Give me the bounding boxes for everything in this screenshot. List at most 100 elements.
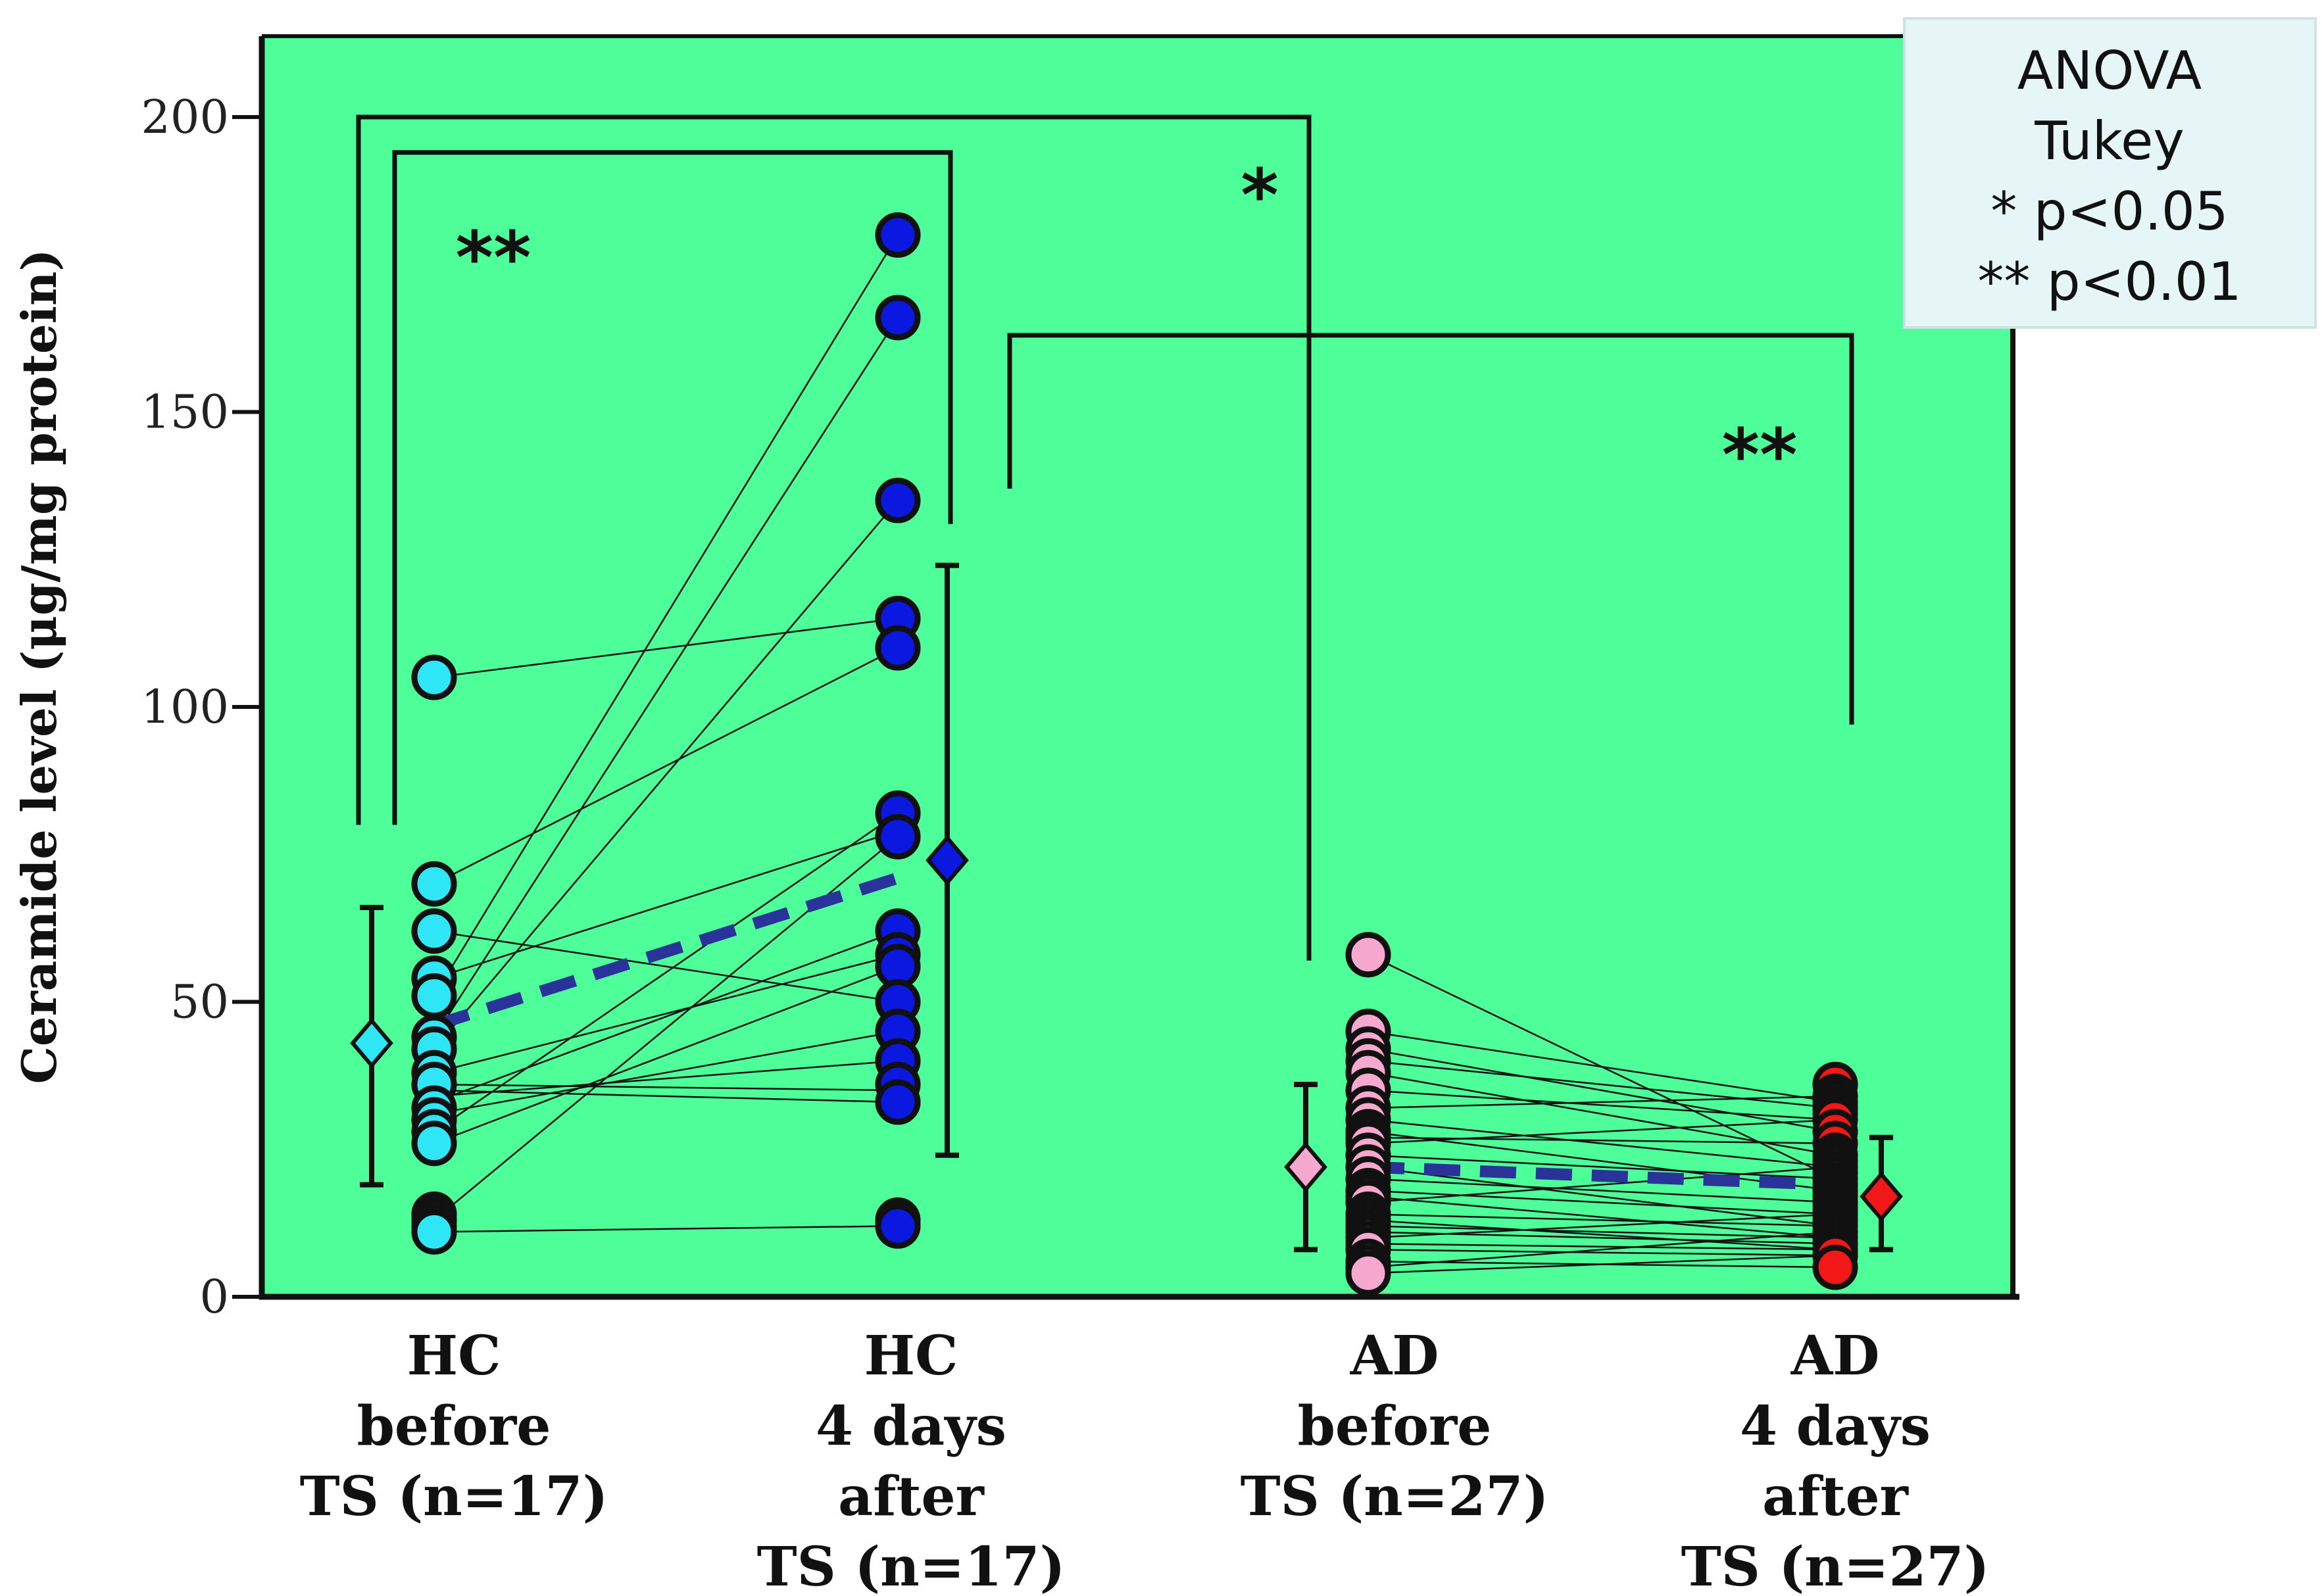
hc-pair-line [433,617,899,679]
axes: 0 50 100 150 200 [141,34,2019,1324]
labels: Ceramide level (μg/mg protein) HC before TS… [11,249,1989,1596]
x-category-label: TS (n=17) [300,1465,608,1528]
x-category-label: after [1762,1465,1909,1528]
legend-box [1903,17,2317,329]
y-tick-label: 50 [170,975,229,1029]
significance-marker: * [1241,153,1279,237]
mean-marker [1284,1142,1327,1193]
x-category-label: HC [407,1324,501,1388]
x-category-label: TS (n=27) [1241,1465,1549,1528]
data-point [875,625,921,671]
ad-pair-line [1368,1243,1836,1251]
ad-pair-line [1368,1166,1836,1227]
ad-pair-line [1368,1154,1836,1180]
hc-pair-line [433,930,899,1103]
x-category-label: HC [864,1324,958,1388]
data-point [1345,1250,1391,1296]
x-category-label: 4 days [816,1395,1006,1458]
data-point [875,477,921,523]
ad-pair-line [1368,1190,1836,1215]
legend: ANOVA Tukey * p<0.05 ** p<0.01 [1903,17,2317,329]
y-tick-label: 100 [141,680,229,734]
ad-pair-line [1368,1178,1836,1203]
x-category-label: AD [1350,1324,1439,1388]
ad-pair-line [1368,1231,1836,1269]
hc-pair-line [433,1030,899,1115]
y-tick-label: 150 [141,385,229,439]
ad-mean-line [1368,1161,1836,1191]
ad-pair-line [1368,1254,1836,1274]
bracket-hc-before-vs-ad-before [356,114,1312,961]
data-point [411,654,457,700]
ad-pair-line [1368,1089,1836,1121]
data-point [875,1203,921,1249]
ad-pair-line [1368,1095,1836,1109]
data-point [875,1079,921,1125]
ad-pair-line [1368,1219,1836,1251]
hc-pair-line [433,1083,899,1092]
data-point [411,1209,457,1255]
bracket-hc-after-vs-ad-after [1007,333,1854,725]
ad-pair-line [1368,1225,1836,1239]
hc-pair-line [433,930,899,1003]
bracket-hc-before-vs-hc-after [392,150,953,825]
mean-trend-lines [432,872,1836,1191]
data-point [411,861,457,907]
mean-marker [1860,1171,1903,1222]
ad-pair-line [1368,1119,1836,1145]
data-point [875,212,921,258]
hc-pair-line [433,234,899,997]
data-point [1812,1244,1858,1290]
x-category-label: after [838,1465,985,1528]
hc-pair-line [433,1059,899,1098]
significance-brackets: ***** [356,114,1854,961]
significance-marker: ** [1721,413,1797,497]
hc-pair-line [433,647,899,885]
paired-lines [433,234,1836,1274]
mean-marker [926,834,969,886]
ad-pair-line [1368,1213,1836,1227]
mean-marker [350,1017,393,1069]
ad-pair-line [1368,1136,1836,1145]
hc-mean-line [432,872,900,1031]
ad-pair-line [1368,1030,1836,1103]
data-point [411,973,457,1019]
hc-pair-line [433,1225,899,1233]
ad-pair-line [1368,1213,1836,1239]
hc-pair-line [433,812,899,1132]
y-tick-label: 200 [141,90,229,144]
legend-line: ANOVA [2017,40,2202,101]
ad-pair-line [1368,1196,1836,1239]
legend-line: * p<0.05 [1990,181,2228,242]
significance-marker: ** [455,216,531,300]
hc-pair-line [433,317,899,1038]
x-category-label: 4 days [1740,1395,1931,1458]
hc-pair-line [433,500,899,1050]
ad-pair-line [1368,1130,1836,1192]
ad-pair-line [1368,1166,1836,1203]
x-category-label: TS (n=27) [1681,1536,1990,1596]
x-category-label: before [1298,1395,1492,1458]
data-point [875,813,921,859]
data-point [411,1121,457,1167]
x-category-label: AD [1791,1324,1880,1388]
data-point [875,295,921,341]
hc-pair-line [433,954,899,1074]
ad-pair-line [1368,1248,1836,1257]
data-point [1345,932,1391,978]
hc-pair-line [433,965,899,1144]
x-category-label: before [357,1395,551,1458]
y-tick-label: 0 [199,1270,229,1324]
x-category-label: TS (n=17) [757,1536,1066,1596]
legend-line: ** p<0.01 [1977,251,2241,312]
hc-pair-line [433,1089,899,1103]
legend-line: Tukey [2034,110,2184,172]
hc-pair-line [433,830,899,979]
ad-pair-line [1368,1071,1836,1156]
ad-pair-line [1368,1048,1836,1133]
y-axis-label: Ceramide level (μg/mg protein) [11,249,67,1084]
ad-pair-line [1368,1059,1836,1109]
data-point [411,908,457,954]
ad-pair-line [1368,1119,1836,1168]
